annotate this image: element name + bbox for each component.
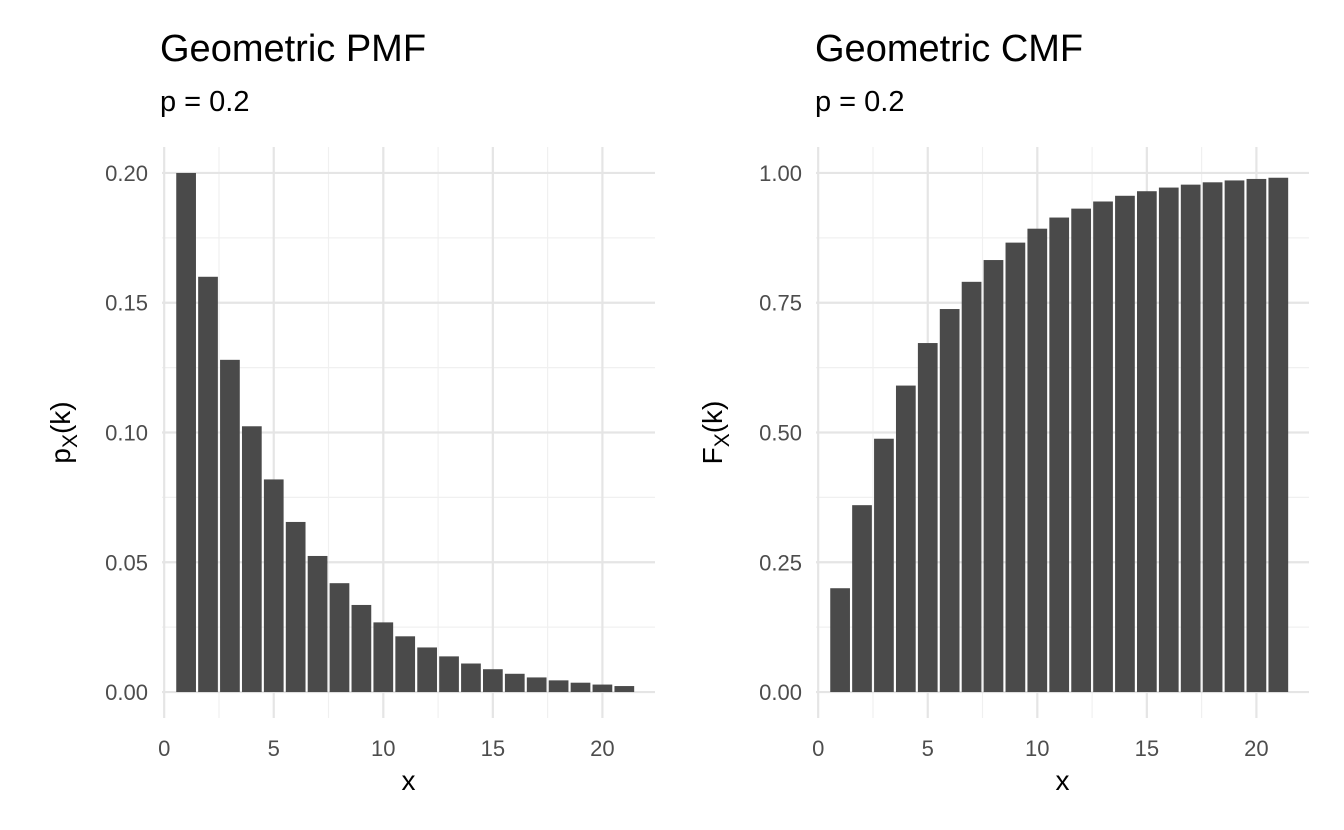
bar xyxy=(1027,228,1048,693)
bar xyxy=(592,684,613,693)
bar xyxy=(1071,208,1091,693)
bar xyxy=(1202,182,1223,693)
bar xyxy=(1158,187,1179,693)
y-tick-label: 1.00 xyxy=(759,161,802,186)
bar xyxy=(351,604,372,693)
y-axis-label: pX(k) xyxy=(45,401,82,463)
x-tick-label: 20 xyxy=(590,736,614,761)
y-tick-label: 0.20 xyxy=(105,161,148,186)
x-tick-label: 15 xyxy=(481,736,505,761)
bar xyxy=(395,636,416,693)
x-tick-label: 0 xyxy=(812,736,824,761)
y-tick-label: 0.25 xyxy=(759,550,802,575)
chart-title: Geometric CMF xyxy=(815,28,1084,70)
bar xyxy=(373,622,394,693)
bar xyxy=(917,343,938,693)
pmf-chart-panel: Geometric PMF p = 0.2 0 5 10 15 20 0.00 0.05 0.… xyxy=(45,28,655,796)
bar xyxy=(241,426,262,693)
bar xyxy=(526,677,547,693)
bar xyxy=(1180,184,1201,693)
y-tick-label: 0.00 xyxy=(759,680,802,705)
bar xyxy=(220,359,240,693)
bar xyxy=(874,438,894,693)
bar xyxy=(417,647,437,693)
bar xyxy=(895,385,916,693)
x-axis-label: x xyxy=(1056,765,1070,796)
x-tick-label: 0 xyxy=(158,736,170,761)
bar xyxy=(1268,177,1289,693)
bar xyxy=(263,479,284,693)
bar xyxy=(1136,191,1157,693)
x-tick-label: 10 xyxy=(371,736,395,761)
bar xyxy=(983,260,1004,693)
cmf-plot: 0 5 10 15 20 0.00 0.25 0.50 0.75 1.00 x FX(k) xyxy=(697,147,1309,796)
chart-title: Geometric PMF xyxy=(160,28,427,70)
bar xyxy=(548,680,569,693)
bar xyxy=(1224,180,1245,693)
chart-subtitle: p = 0.2 xyxy=(160,86,250,118)
bar xyxy=(939,309,960,693)
x-tick-label: 20 xyxy=(1244,736,1268,761)
y-tick-label: 0.05 xyxy=(105,550,148,575)
bar xyxy=(176,172,196,693)
bar xyxy=(285,521,306,693)
y-axis-label: FX(k) xyxy=(697,401,734,465)
pmf-plot: 0 5 10 15 20 0.00 0.05 0.10 0.15 0.20 x pX(k) xyxy=(45,147,655,796)
x-axis-label: x xyxy=(402,765,416,796)
bar xyxy=(830,588,850,693)
bar xyxy=(614,686,635,693)
bar xyxy=(198,276,218,693)
bar xyxy=(504,673,525,693)
x-tick-label: 5 xyxy=(268,736,280,761)
y-tick-label: 0.10 xyxy=(105,421,148,446)
bar xyxy=(1093,201,1113,693)
x-tick-label: 10 xyxy=(1025,736,1049,761)
bar xyxy=(329,583,350,693)
bar xyxy=(570,682,591,693)
bar xyxy=(1049,217,1070,693)
y-tick-label: 0.00 xyxy=(105,680,148,705)
cmf-chart-panel: Geometric CMF p = 0.2 0 5 10 15 20 0.00 0.25 0.… xyxy=(672,0,1344,830)
bar xyxy=(439,656,459,693)
bar xyxy=(461,663,481,693)
chart-subtitle: p = 0.2 xyxy=(815,86,905,118)
bar xyxy=(852,505,872,693)
y-tick-label: 0.75 xyxy=(759,291,802,316)
y-tick-label: 0.15 xyxy=(105,291,148,316)
x-tick-label: 15 xyxy=(1135,736,1159,761)
bar xyxy=(1246,178,1267,693)
bar xyxy=(1005,242,1026,693)
bar xyxy=(1115,195,1135,693)
x-tick-label: 5 xyxy=(922,736,934,761)
y-tick-label: 0.50 xyxy=(759,421,802,446)
bar xyxy=(961,281,982,693)
bar xyxy=(307,555,328,693)
bar xyxy=(482,669,503,693)
